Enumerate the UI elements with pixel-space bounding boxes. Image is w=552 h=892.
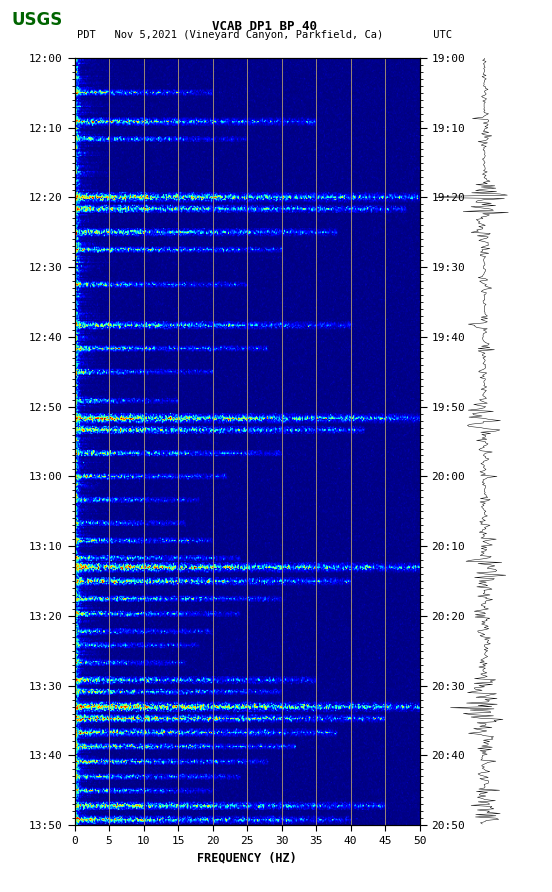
Text: VCAB DP1 BP 40: VCAB DP1 BP 40 <box>213 20 317 33</box>
X-axis label: FREQUENCY (HZ): FREQUENCY (HZ) <box>197 851 297 864</box>
Text: USGS: USGS <box>11 11 62 29</box>
Text: PDT   Nov 5,2021 (Vineyard Canyon, Parkfield, Ca)        UTC: PDT Nov 5,2021 (Vineyard Canyon, Parkfie… <box>77 30 453 40</box>
